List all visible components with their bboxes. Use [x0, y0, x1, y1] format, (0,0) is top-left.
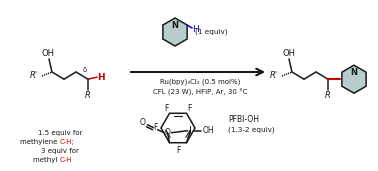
Text: Ru(bpy)₃Cl₂ (0.5 mol%): Ru(bpy)₃Cl₂ (0.5 mol%) [160, 79, 240, 85]
Text: O: O [139, 118, 146, 127]
Text: (1 equiv): (1 equiv) [195, 29, 227, 35]
Text: I: I [189, 126, 192, 136]
Text: (1.3-2 equiv): (1.3-2 equiv) [228, 127, 275, 133]
Text: F: F [153, 123, 158, 133]
Text: H: H [192, 24, 198, 34]
Text: H: H [97, 73, 105, 82]
Text: CFL (23 W), HFIP, Ar, 30 °C: CFL (23 W), HFIP, Ar, 30 °C [153, 88, 247, 96]
Text: methylene: methylene [20, 139, 60, 145]
Polygon shape [342, 65, 366, 93]
Text: C-H: C-H [60, 157, 73, 163]
Polygon shape [163, 18, 187, 46]
Text: N: N [172, 21, 178, 30]
Text: 1.5 equiv for: 1.5 equiv for [38, 130, 82, 136]
Text: C-H;: C-H; [60, 139, 75, 145]
Text: PFBI-OH: PFBI-OH [228, 115, 259, 124]
Text: F: F [187, 104, 191, 113]
Text: OH: OH [203, 126, 214, 135]
Text: F: F [176, 146, 180, 155]
Text: R': R' [30, 71, 38, 81]
Text: R: R [325, 91, 331, 100]
Text: N: N [350, 68, 358, 77]
Polygon shape [161, 113, 195, 143]
Text: δ: δ [83, 67, 87, 73]
Text: F: F [164, 104, 169, 113]
Text: R': R' [270, 71, 278, 81]
Text: 3 equiv for: 3 equiv for [41, 148, 79, 154]
Text: O: O [164, 128, 170, 137]
Text: OH: OH [282, 49, 296, 57]
Text: R: R [85, 91, 91, 100]
Text: OH: OH [42, 49, 54, 57]
Text: methyl: methyl [33, 157, 60, 163]
